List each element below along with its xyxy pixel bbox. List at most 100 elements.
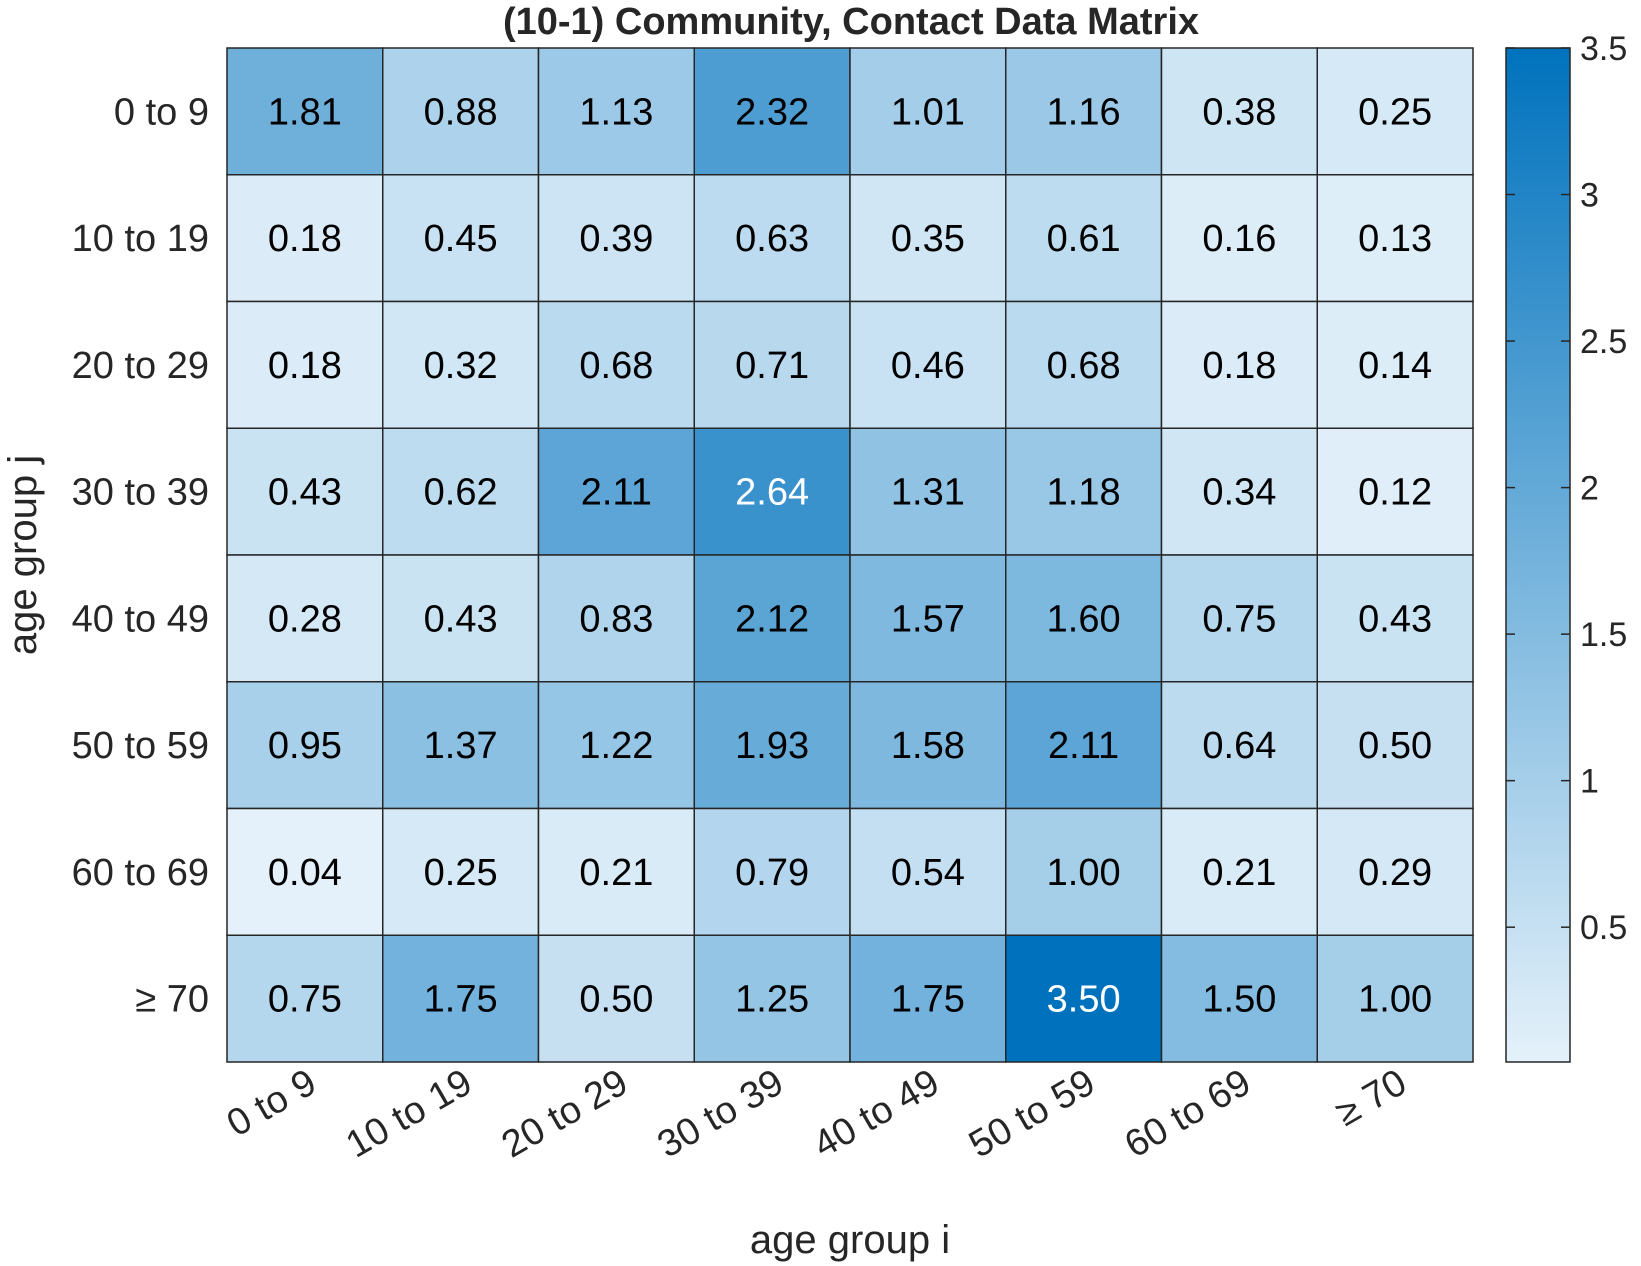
colorbar-tick-label: 3	[1580, 177, 1599, 215]
y-tick-label: ≥ 70	[135, 979, 209, 1021]
colorbar-tick-label: 1	[1580, 763, 1599, 801]
heatmap-cell	[537, 681, 695, 810]
y-tick-label: 30 to 39	[72, 472, 209, 514]
cell-value-label: 0.83	[579, 598, 653, 640]
cell-value-label: 0.75	[1202, 598, 1276, 640]
cell-value-label: 0.12	[1358, 472, 1432, 514]
cell-value-label: 0.68	[1047, 345, 1121, 387]
heatmap-cell	[1316, 934, 1474, 1063]
heatmap-cell	[1005, 174, 1163, 303]
cell-value-label: 0.79	[735, 852, 809, 894]
y-tick-label: 10 to 19	[72, 218, 209, 260]
cell-value-label: 2.64	[735, 472, 809, 514]
cell-value-label: 0.29	[1358, 852, 1432, 894]
heatmap-cell	[537, 934, 695, 1063]
cell-value-label: 1.25	[735, 979, 809, 1021]
cell-value-label: 0.32	[424, 345, 498, 387]
heatmap-cell	[849, 300, 1007, 429]
heatmap-cell	[1005, 300, 1163, 429]
cell-value-label: 0.88	[424, 91, 498, 133]
colorbar-tick-label: 2.5	[1580, 323, 1627, 361]
colorbar: 0.5 1 1.5 2 2.5 3 3.5	[1505, 30, 1627, 1063]
heatmap-cell	[537, 427, 695, 556]
cell-value-label: 0.25	[424, 852, 498, 894]
cell-value-label: 1.31	[891, 472, 965, 514]
cell-value-label: 2.32	[735, 91, 809, 133]
x-tick-label: 50 to 59	[962, 1061, 1102, 1166]
cell-value-label: 0.28	[268, 598, 342, 640]
y-tick-label: 50 to 59	[72, 725, 209, 767]
cell-value-label: 1.75	[424, 979, 498, 1021]
heatmap-cell	[1316, 681, 1474, 810]
colorbar-tick-label: 0.5	[1580, 909, 1627, 947]
cell-value-label: 0.04	[268, 852, 342, 894]
heatmap-cell	[693, 554, 851, 683]
heatmap-cell	[537, 554, 695, 683]
cell-value-label: 1.18	[1047, 472, 1121, 514]
cell-value-label: 1.60	[1047, 598, 1121, 640]
cell-value-label: 0.18	[268, 218, 342, 260]
cell-value-label: 0.45	[424, 218, 498, 260]
heatmap-cell	[226, 427, 384, 556]
heatmap-cell	[849, 934, 1007, 1063]
cell-value-label: 0.38	[1202, 91, 1276, 133]
cell-value-label: 2.12	[735, 598, 809, 640]
heatmap-cell	[226, 934, 384, 1063]
cell-value-label: 0.34	[1202, 472, 1276, 514]
x-axis-label: age group i	[750, 1218, 950, 1262]
heatmap-cell	[226, 47, 384, 176]
heatmap-cell	[849, 681, 1007, 810]
cell-value-label: 0.18	[1202, 345, 1276, 387]
heatmap-cell	[849, 807, 1007, 936]
x-tick-label: 20 to 29	[495, 1061, 635, 1166]
heatmap-cell	[1160, 427, 1318, 556]
colorbar-tick-label: 1.5	[1580, 616, 1627, 654]
x-tick-label: 60 to 69	[1118, 1061, 1258, 1166]
cell-value-label: 0.64	[1202, 725, 1276, 767]
cell-value-label: 1.58	[891, 725, 965, 767]
x-axis-ticks: 0 to 9 10 to 19 20 to 29 30 to 39 40 to 49 50…	[220, 1061, 1414, 1166]
cell-value-label: 0.16	[1202, 218, 1276, 260]
heatmap-cell	[382, 300, 540, 429]
heatmap-cell	[849, 174, 1007, 303]
cell-value-label: 0.46	[891, 345, 965, 387]
heatmap-cell	[1005, 681, 1163, 810]
cell-value-label: 0.35	[891, 218, 965, 260]
cell-value-label: 0.95	[268, 725, 342, 767]
colorbar-tick-label: 3.5	[1580, 30, 1627, 68]
cell-value-label: 0.21	[579, 852, 653, 894]
heatmap-cell	[1316, 174, 1474, 303]
y-tick-label: 0 to 9	[114, 91, 209, 133]
heatmap-cell	[382, 681, 540, 810]
heatmap-cell	[849, 47, 1007, 176]
heatmap-cell	[537, 47, 695, 176]
colorbar-scale	[1505, 47, 1571, 1063]
x-tick-label: 10 to 19	[339, 1061, 479, 1166]
cell-value-label: 1.93	[735, 725, 809, 767]
heatmap-cell	[382, 174, 540, 303]
heatmap-cell	[1160, 300, 1318, 429]
cell-value-label: 0.14	[1358, 345, 1432, 387]
heatmap-cell	[537, 300, 695, 429]
cell-value-label: 0.43	[268, 472, 342, 514]
heatmap-cell	[693, 174, 851, 303]
heatmap-cell	[1005, 807, 1163, 936]
cell-value-label: 0.18	[268, 345, 342, 387]
heatmap-cell	[1160, 807, 1318, 936]
heatmap-cell	[537, 807, 695, 936]
cell-value-label: 1.01	[891, 91, 965, 133]
x-tick-label: ≥ 70	[1329, 1061, 1414, 1134]
heatmap-cell	[1316, 300, 1474, 429]
cell-value-label: 0.39	[579, 218, 653, 260]
cell-value-label: 1.00	[1047, 852, 1121, 894]
cell-value-label: 2.11	[1048, 725, 1119, 767]
heatmap-cell	[1316, 807, 1474, 936]
cell-value-label: 2.11	[581, 472, 652, 514]
heatmap-cell	[1160, 174, 1318, 303]
heatmap-cell	[1005, 554, 1163, 683]
y-axis-ticks: 0 to 9 10 to 19 20 to 29 30 to 39 40 to 49 50…	[72, 91, 209, 1020]
colorbar-tick-label: 2	[1580, 470, 1599, 508]
cell-value-label: 0.63	[735, 218, 809, 260]
heatmap-cell	[1316, 554, 1474, 683]
